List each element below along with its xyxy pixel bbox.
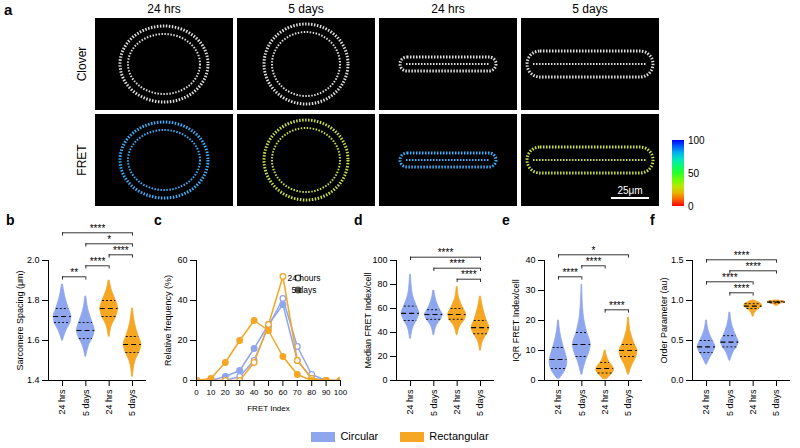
svg-text:*: * [592, 245, 596, 256]
svg-text:100: 100 [688, 135, 705, 146]
svg-text:5 days: 5 days [771, 389, 781, 416]
svg-text:FRET Index: FRET Index [247, 404, 290, 413]
svg-text:****: **** [734, 283, 750, 294]
svg-text:****: **** [609, 300, 625, 311]
svg-text:5 days: 5 days [429, 389, 439, 416]
svg-text:30: 30 [235, 388, 244, 397]
svg-text:Relative frequency (%): Relative frequency (%) [163, 275, 173, 366]
svg-text:50: 50 [688, 168, 700, 179]
svg-text:5 days: 5 days [577, 389, 587, 416]
svg-text:0: 0 [194, 388, 199, 397]
html-text:c: c [154, 212, 162, 228]
svg-text:100: 100 [334, 388, 348, 397]
svg-text:****: **** [438, 247, 454, 258]
svg-text:0: 0 [382, 375, 387, 385]
svg-text:60: 60 [377, 303, 387, 313]
svg-text:24 hrs: 24 hrs [104, 389, 114, 415]
svg-text:1.5: 1.5 [671, 255, 684, 265]
svg-text:50: 50 [264, 388, 273, 397]
svg-text:5 days: 5 days [291, 285, 316, 295]
svg-text:5 days: 5 days [81, 389, 91, 416]
svg-text:1.0: 1.0 [671, 295, 684, 305]
svg-text:Sarcomere Spacing (μm): Sarcomere Spacing (μm) [15, 270, 25, 370]
svg-text:24 hrs: 24 hrs [701, 389, 711, 415]
svg-text:24 hrs: 24 hrs [748, 389, 758, 415]
svg-text:24 hrs: 24 hrs [553, 389, 563, 415]
svg-text:****: **** [745, 261, 761, 272]
svg-text:10: 10 [525, 345, 535, 355]
svg-text:0: 0 [182, 375, 187, 385]
svg-text:0: 0 [530, 375, 535, 385]
svg-text:****: **** [586, 256, 602, 267]
svg-text:100: 100 [372, 255, 387, 265]
svg-text:****: **** [461, 269, 477, 280]
svg-text:**: ** [70, 267, 78, 278]
svg-text:10: 10 [206, 388, 215, 397]
svg-text:24 hrs: 24 hrs [452, 389, 462, 415]
svg-text:IQR FRET Index/cell: IQR FRET Index/cell [511, 279, 521, 361]
svg-text:24 hours: 24 hours [287, 273, 320, 283]
svg-text:****: **** [449, 258, 465, 269]
svg-text:60: 60 [278, 388, 287, 397]
svg-text:25μm: 25μm [617, 185, 642, 196]
svg-text:80: 80 [377, 279, 387, 289]
svg-text:20: 20 [525, 315, 535, 325]
svg-text:24 hrs: 24 hrs [57, 389, 67, 415]
svg-text:20: 20 [221, 388, 230, 397]
svg-text:5 days: 5 days [288, 2, 323, 16]
svg-text:5 days: 5 days [725, 389, 735, 416]
svg-text:40: 40 [377, 327, 387, 337]
svg-text:****: **** [722, 272, 738, 283]
svg-text:40: 40 [250, 388, 259, 397]
svg-text:5 days: 5 days [127, 389, 137, 416]
svg-text:1.4: 1.4 [27, 375, 40, 385]
svg-text:80: 80 [307, 388, 316, 397]
svg-text:FRET: FRET [75, 144, 89, 176]
svg-text:0.0: 0.0 [671, 375, 684, 385]
svg-text:20: 20 [377, 351, 387, 361]
svg-text:5 days: 5 days [572, 2, 607, 16]
svg-text:24 hrs: 24 hrs [431, 2, 464, 16]
svg-text:1.6: 1.6 [27, 335, 40, 345]
svg-text:****: **** [562, 267, 578, 278]
svg-text:24 hrs: 24 hrs [600, 389, 610, 415]
html-text:b: b [6, 212, 15, 228]
svg-text:1.8: 1.8 [27, 295, 40, 305]
svg-text:****: **** [90, 223, 106, 234]
html-text:f: f [650, 212, 655, 228]
svg-text:****: **** [90, 256, 106, 267]
html-text:e: e [502, 212, 510, 228]
svg-text:Clover: Clover [75, 47, 89, 82]
svg-text:2.0: 2.0 [27, 255, 40, 265]
svg-text:24 hrs: 24 hrs [147, 2, 180, 16]
svg-text:****: **** [113, 245, 129, 256]
svg-text:0: 0 [688, 201, 694, 212]
svg-text:40: 40 [177, 295, 187, 305]
svg-text:5 days: 5 days [623, 389, 633, 416]
svg-text:*: * [107, 234, 111, 245]
svg-text:20: 20 [177, 335, 187, 345]
html-text:Circular: Circular [340, 430, 379, 442]
svg-text:Order Parameter (au): Order Parameter (au) [659, 277, 669, 363]
svg-text:5 days: 5 days [475, 389, 485, 416]
svg-text:24 hrs: 24 hrs [405, 389, 415, 415]
svg-text:Median FRET Index/cell: Median FRET Index/cell [363, 273, 373, 369]
svg-text:90: 90 [322, 388, 331, 397]
svg-text:70: 70 [293, 388, 302, 397]
svg-text:40: 40 [525, 255, 535, 265]
svg-text:60: 60 [177, 255, 187, 265]
html-text:Rectangular: Rectangular [429, 430, 489, 442]
html-text:d: d [354, 212, 363, 228]
svg-text:a: a [4, 1, 13, 18]
svg-text:0.5: 0.5 [671, 335, 684, 345]
svg-text:30: 30 [525, 285, 535, 295]
svg-text:****: **** [734, 250, 750, 261]
